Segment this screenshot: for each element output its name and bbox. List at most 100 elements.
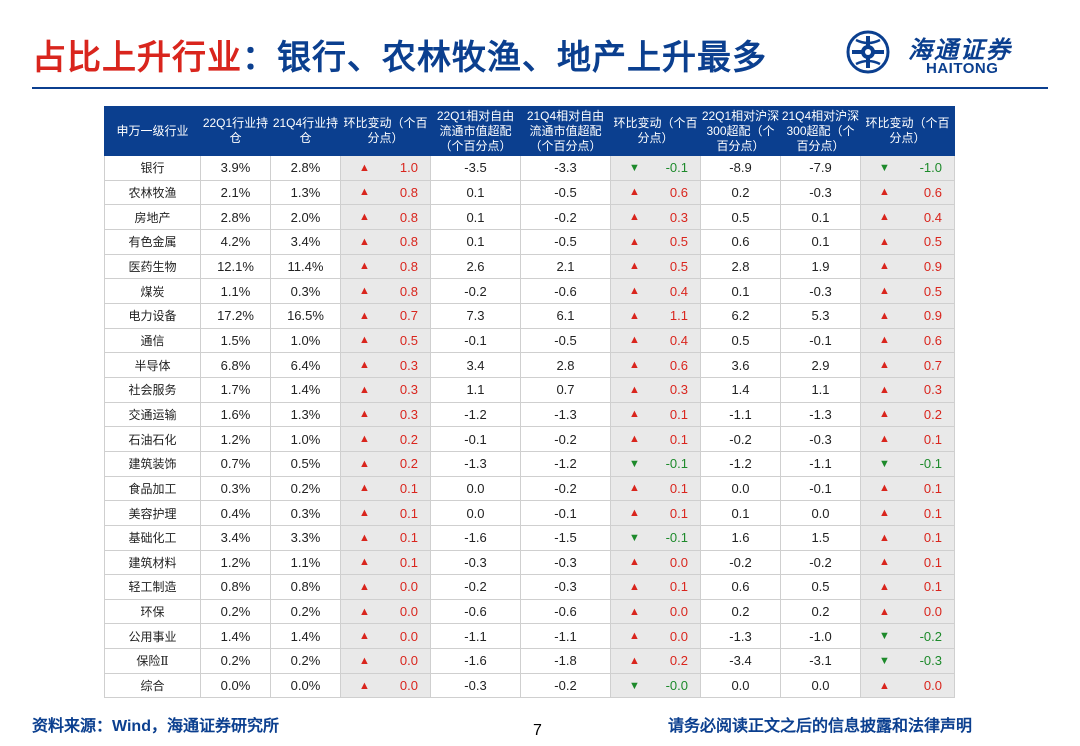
holding-21q4: 11.4% (270, 253, 341, 280)
industry-name: 半导体 (104, 352, 201, 378)
holding-change: ▲ 0.2 (340, 426, 431, 452)
industry-name: 保险Ⅱ (104, 648, 201, 674)
hs300-change: ▼ -1.0 (860, 155, 955, 181)
source-rest: ，海通证券研究所 (150, 716, 279, 735)
hs300-overweight-22q1: 1.6 (700, 524, 781, 551)
change-value: 0.1 (923, 579, 942, 595)
change-value: 0.5 (923, 283, 942, 299)
source-wind: Wind (112, 718, 151, 735)
change-value: 0.6 (923, 184, 942, 200)
disclaimer-note: 请务必阅读正文之后的信息披露和法律声明 (668, 716, 973, 735)
up-arrow-icon: ▲ (359, 285, 370, 298)
free-float-overweight-22q1: -0.1 (430, 327, 521, 354)
up-arrow-icon: ▲ (629, 309, 640, 322)
up-arrow-icon: ▲ (879, 359, 890, 372)
free-float-change: ▲ 0.5 (610, 228, 701, 255)
down-arrow-icon: ▼ (629, 457, 640, 470)
hs300-change: ▲ 0.0 (860, 672, 955, 699)
holding-21q4: 1.0% (270, 327, 341, 354)
hs300-change: ▲ 0.0 (860, 598, 955, 625)
up-arrow-icon: ▲ (359, 211, 370, 224)
hs300-change: ▲ 0.4 (860, 204, 955, 230)
free-float-overweight-22q1: -0.3 (430, 672, 521, 699)
hs300-change: ▲ 0.1 (860, 426, 955, 452)
free-float-overweight-21q4: -1.5 (520, 524, 611, 551)
change-value: 0.8 (399, 184, 418, 200)
title-highlight: 占比上升行业 (32, 38, 242, 78)
change-value: 0.2 (923, 406, 942, 422)
holding-change: ▲ 0.8 (340, 228, 431, 255)
industry-name: 房地产 (104, 204, 201, 230)
table-row: 煤炭 1.1% 0.3% ▲ 0.8 -0.2 -0.6 ▲ 0.4 0.1 -0.3 ▲ 0.5 (104, 278, 955, 304)
header-divider (32, 87, 1048, 89)
hs300-change: ▲ 0.2 (860, 401, 955, 428)
table-row: 通信 1.5% 1.0% ▲ 0.5 -0.1 -0.5 ▲ 0.4 0.5 -0.1 ▲ 0.6 (104, 327, 955, 354)
table-row: 农林牧渔 2.1% 1.3% ▲ 0.8 0.1 -0.5 ▲ 0.6 0.2 -0.3 ▲ 0.6 (104, 179, 955, 206)
holding-22q1: 4.2% (200, 228, 271, 255)
hs300-overweight-21q4: -1.0 (780, 623, 861, 650)
up-arrow-icon: ▲ (359, 630, 370, 643)
up-arrow-icon: ▲ (359, 161, 370, 174)
hs300-change: ▲ 0.1 (860, 574, 955, 600)
change-value: -0.3 (919, 653, 942, 669)
table-row: 医药生物 12.1% 11.4% ▲ 0.8 2.6 2.1 ▲ 0.5 2.8 1.9 ▲ 0.9 (104, 253, 955, 280)
industry-name: 公用事业 (104, 623, 201, 650)
hs300-overweight-21q4: -0.2 (780, 549, 861, 576)
holding-21q4: 1.4% (270, 623, 341, 650)
change-value: -0.1 (665, 530, 688, 546)
hs300-overweight-22q1: 6.2 (700, 302, 781, 329)
holding-change: ▲ 0.5 (340, 327, 431, 354)
table-row: 半导体 6.8% 6.4% ▲ 0.3 3.4 2.8 ▲ 0.6 3.6 2.9 ▲ 0.7 (104, 352, 955, 378)
free-float-change: ▼ -0.1 (610, 524, 701, 551)
table-body: 银行 3.9% 2.8% ▲ 1.0 -3.5 -3.3 ▼ -0.1 -8.9 -7.9 ▼ -1.0… (104, 155, 955, 699)
table-row: 美容护理 0.4% 0.3% ▲ 0.1 0.0 -0.1 ▲ 0.1 0.1 0.0 ▲ 0.1 (104, 500, 955, 526)
industry-name: 有色金属 (104, 228, 201, 255)
up-arrow-icon: ▲ (629, 235, 640, 248)
up-arrow-icon: ▲ (359, 359, 370, 372)
free-float-change: ▲ 0.1 (610, 574, 701, 600)
up-arrow-icon: ▲ (629, 482, 640, 495)
change-value: 0.1 (399, 530, 418, 546)
up-arrow-icon: ▲ (629, 334, 640, 347)
free-float-change: ▲ 0.6 (610, 179, 701, 206)
hs300-overweight-21q4: 0.2 (780, 598, 861, 625)
hs300-overweight-22q1: 0.2 (700, 598, 781, 625)
free-float-overweight-21q4: 0.7 (520, 376, 611, 403)
column-header: 环比变动（个百分点） (340, 106, 431, 156)
free-float-overweight-22q1: -1.1 (430, 623, 521, 650)
free-float-overweight-21q4: -0.2 (520, 672, 611, 699)
holding-22q1: 3.9% (200, 155, 271, 181)
industry-name: 交通运输 (104, 401, 201, 428)
hs300-overweight-21q4: 1.9 (780, 253, 861, 280)
change-value: -0.2 (919, 628, 942, 644)
up-arrow-icon: ▲ (359, 235, 370, 248)
up-arrow-icon: ▲ (879, 285, 890, 298)
free-float-overweight-21q4: -0.6 (520, 598, 611, 625)
column-header: 申万一级行业 (104, 106, 201, 156)
change-value: 0.1 (669, 579, 688, 595)
holding-21q4: 3.4% (270, 228, 341, 255)
down-arrow-icon: ▼ (879, 630, 890, 643)
hs300-change: ▲ 0.5 (860, 228, 955, 255)
up-arrow-icon: ▲ (629, 654, 640, 667)
change-value: 0.0 (669, 628, 688, 644)
hs300-overweight-22q1: 0.1 (700, 278, 781, 304)
free-float-overweight-21q4: -0.1 (520, 500, 611, 526)
hs300-change: ▼ -0.3 (860, 648, 955, 674)
change-value: -0.1 (665, 456, 688, 472)
free-float-change: ▲ 0.0 (610, 598, 701, 625)
change-value: 0.1 (669, 431, 688, 447)
change-value: -0.1 (665, 160, 688, 176)
change-value: 0.5 (669, 258, 688, 274)
up-arrow-icon: ▲ (359, 654, 370, 667)
hs300-overweight-21q4: -1.1 (780, 450, 861, 477)
free-float-change: ▲ 0.4 (610, 327, 701, 354)
hs300-overweight-22q1: 0.1 (700, 500, 781, 526)
down-arrow-icon: ▼ (879, 161, 890, 174)
free-float-change: ▲ 0.1 (610, 500, 701, 526)
up-arrow-icon: ▲ (629, 260, 640, 273)
holding-22q1: 17.2% (200, 302, 271, 329)
column-header: 21Q4行业持仓 (270, 106, 341, 156)
table-row: 银行 3.9% 2.8% ▲ 1.0 -3.5 -3.3 ▼ -0.1 -8.9 -7.9 ▼ -1.0 (104, 155, 955, 181)
holding-22q1: 0.3% (200, 475, 271, 502)
